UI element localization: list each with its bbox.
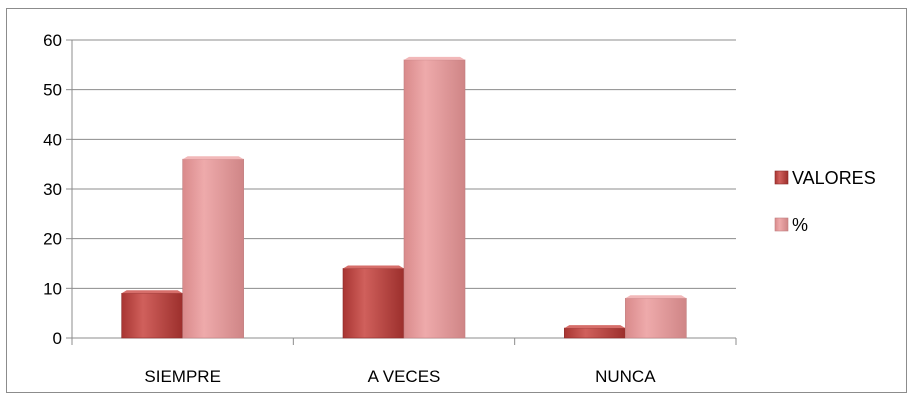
bar-body bbox=[121, 292, 183, 339]
bar-valores-siempre bbox=[121, 290, 183, 339]
x-tick-label: NUNCA bbox=[595, 367, 656, 386]
legend-swatch bbox=[774, 217, 789, 232]
x-tick-label: SIEMPRE bbox=[144, 367, 221, 386]
x-tick-label: A VECES bbox=[368, 367, 441, 386]
bar-valores-nunca bbox=[564, 325, 626, 339]
y-tick-label: 10 bbox=[43, 279, 62, 298]
legend-item-1: % bbox=[774, 215, 808, 235]
legend-label: % bbox=[792, 215, 808, 235]
y-tick-labels: 0 10 20 30 40 50 60 bbox=[43, 31, 62, 348]
y-tick-label: 40 bbox=[43, 130, 62, 149]
bars bbox=[121, 56, 687, 339]
y-tick-label: 20 bbox=[43, 230, 62, 249]
bar-valores-a-veces bbox=[342, 265, 405, 339]
y-tick-label: 30 bbox=[43, 180, 62, 199]
bar--siempre bbox=[182, 156, 244, 339]
y-tick-label: 0 bbox=[53, 329, 62, 348]
bar-top bbox=[121, 290, 183, 294]
bar--nunca bbox=[625, 295, 687, 339]
legend: VALORES% bbox=[774, 168, 876, 235]
bar-body bbox=[625, 297, 687, 339]
bar-body bbox=[403, 59, 466, 339]
bar-body bbox=[182, 158, 244, 339]
x-tick-labels: SIEMPRE A VECES NUNCA bbox=[144, 367, 656, 386]
bar-top bbox=[625, 295, 687, 299]
bar-body bbox=[564, 327, 626, 339]
y-tick-label: 60 bbox=[43, 31, 62, 50]
bar-top bbox=[404, 56, 465, 60]
legend-swatch bbox=[774, 170, 789, 185]
bar-top bbox=[564, 325, 626, 329]
legend-item-0: VALORES bbox=[774, 168, 876, 188]
y-tick-label: 50 bbox=[43, 81, 62, 100]
legend-label: VALORES bbox=[792, 168, 876, 188]
bar-body bbox=[342, 268, 405, 339]
bar--a-veces bbox=[403, 56, 466, 339]
bar-top bbox=[182, 156, 244, 160]
bar-top bbox=[343, 265, 404, 269]
